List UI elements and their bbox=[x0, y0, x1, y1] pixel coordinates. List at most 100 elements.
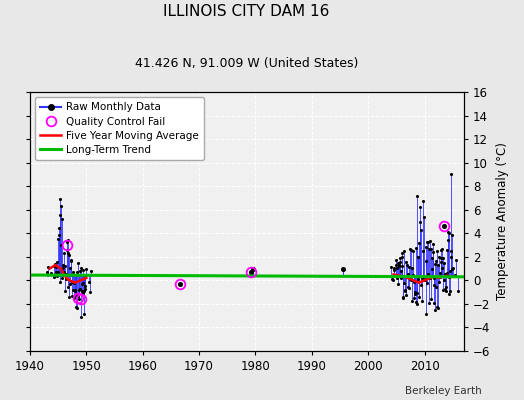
Point bbox=[64, 237, 73, 244]
Point bbox=[58, 216, 66, 223]
Point bbox=[424, 271, 432, 278]
Point bbox=[425, 275, 434, 281]
Point bbox=[419, 214, 428, 220]
Point bbox=[86, 268, 95, 274]
Point bbox=[74, 292, 82, 299]
Point bbox=[419, 198, 427, 204]
Point bbox=[79, 280, 87, 286]
Point bbox=[387, 264, 396, 270]
Point bbox=[416, 204, 424, 210]
Point bbox=[406, 276, 414, 283]
Text: Berkeley Earth: Berkeley Earth bbox=[406, 386, 482, 396]
Point bbox=[418, 275, 426, 282]
Point bbox=[409, 248, 418, 254]
Point bbox=[424, 238, 432, 245]
Point bbox=[442, 246, 451, 253]
Point bbox=[423, 238, 431, 245]
Point bbox=[400, 280, 408, 286]
Point bbox=[395, 262, 403, 268]
Point bbox=[54, 232, 63, 238]
Point bbox=[74, 260, 82, 266]
Point bbox=[405, 264, 413, 270]
Point bbox=[401, 287, 410, 293]
Point bbox=[392, 262, 400, 268]
Point bbox=[392, 265, 401, 271]
Point bbox=[247, 269, 256, 275]
Point bbox=[71, 286, 79, 293]
Point bbox=[396, 254, 405, 261]
Point bbox=[404, 271, 412, 278]
Point bbox=[411, 290, 419, 297]
Point bbox=[431, 306, 439, 313]
Point bbox=[85, 288, 94, 295]
Point bbox=[397, 268, 405, 274]
Point bbox=[426, 238, 434, 245]
Point bbox=[68, 293, 77, 300]
Point bbox=[67, 258, 75, 264]
Point bbox=[415, 293, 423, 300]
Point bbox=[429, 249, 437, 255]
Point bbox=[42, 269, 51, 275]
Point bbox=[448, 266, 456, 272]
Point bbox=[63, 284, 72, 290]
Point bbox=[407, 247, 415, 253]
Point bbox=[400, 248, 409, 254]
Point bbox=[73, 305, 82, 311]
Point bbox=[428, 254, 436, 261]
Point bbox=[61, 288, 69, 294]
Point bbox=[60, 250, 68, 256]
Point bbox=[408, 265, 417, 271]
Point bbox=[413, 254, 422, 260]
Point bbox=[440, 260, 449, 266]
Point bbox=[44, 264, 52, 270]
Point bbox=[443, 270, 451, 276]
Point bbox=[78, 281, 86, 288]
Point bbox=[443, 236, 452, 243]
Point bbox=[405, 284, 413, 291]
Point bbox=[410, 288, 419, 295]
Point bbox=[410, 295, 419, 302]
Point bbox=[428, 266, 436, 272]
Point bbox=[80, 288, 88, 294]
Point bbox=[409, 272, 417, 278]
Point bbox=[56, 279, 64, 285]
Point bbox=[80, 311, 89, 318]
Point bbox=[68, 278, 76, 285]
Point bbox=[59, 265, 67, 271]
Point bbox=[79, 267, 88, 273]
Point bbox=[434, 305, 442, 312]
Point bbox=[55, 225, 63, 232]
Point bbox=[407, 277, 416, 283]
Point bbox=[438, 264, 446, 271]
Point bbox=[419, 248, 428, 254]
Point bbox=[403, 273, 411, 279]
Point bbox=[442, 284, 450, 290]
Point bbox=[394, 281, 402, 288]
Point bbox=[413, 192, 421, 199]
Point bbox=[82, 272, 91, 278]
Point bbox=[422, 244, 431, 250]
Point bbox=[71, 304, 80, 310]
Point bbox=[69, 287, 78, 294]
Point bbox=[389, 265, 398, 271]
Point bbox=[56, 196, 64, 202]
Point bbox=[449, 265, 457, 272]
Point bbox=[429, 240, 437, 247]
Point bbox=[74, 287, 83, 294]
Point bbox=[413, 301, 421, 308]
Point bbox=[439, 255, 447, 261]
Point bbox=[62, 270, 70, 277]
Point bbox=[78, 288, 86, 295]
Point bbox=[418, 298, 427, 304]
Point bbox=[442, 288, 451, 294]
Point bbox=[431, 261, 440, 267]
Point bbox=[422, 258, 430, 264]
Point bbox=[53, 268, 62, 275]
Point bbox=[50, 274, 58, 280]
Point bbox=[420, 277, 428, 283]
Point bbox=[433, 248, 441, 254]
Point bbox=[427, 296, 435, 303]
Point bbox=[396, 258, 404, 265]
Point bbox=[402, 262, 411, 268]
Title: 41.426 N, 91.009 W (United States): 41.426 N, 91.009 W (United States) bbox=[135, 57, 358, 70]
